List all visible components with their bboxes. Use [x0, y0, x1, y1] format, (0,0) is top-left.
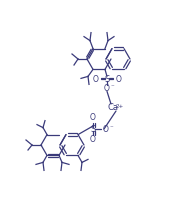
Text: O: O	[90, 113, 96, 123]
Text: ⁻: ⁻	[110, 84, 114, 90]
Text: Ca: Ca	[108, 104, 119, 112]
Text: ⁻: ⁻	[109, 125, 113, 131]
Text: S: S	[90, 125, 96, 133]
Text: O: O	[90, 135, 96, 145]
Text: O: O	[116, 75, 121, 84]
Text: O: O	[93, 75, 98, 84]
Text: O: O	[103, 125, 109, 133]
Text: S: S	[104, 75, 110, 84]
Text: 2+: 2+	[116, 104, 124, 108]
Text: O: O	[104, 84, 110, 93]
